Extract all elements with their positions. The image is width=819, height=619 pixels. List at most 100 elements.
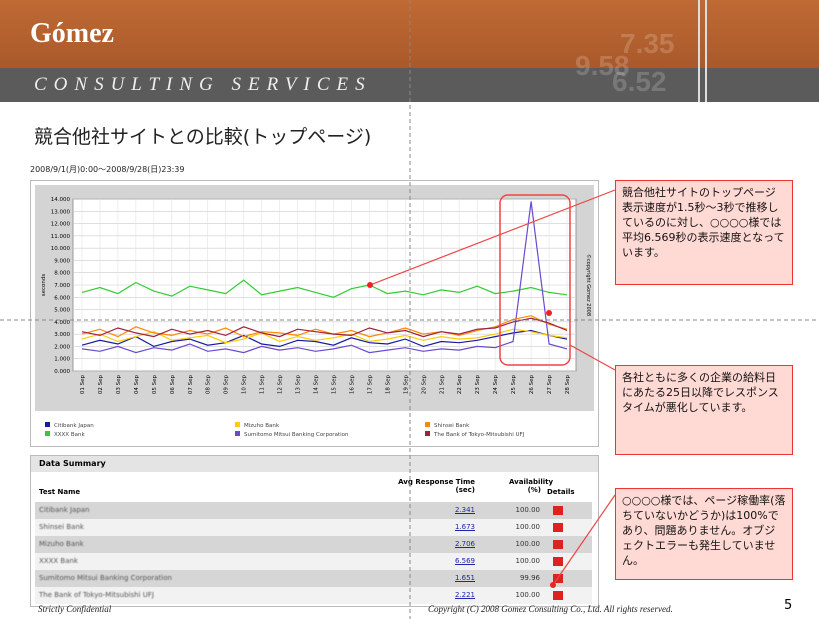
avg-link[interactable]: 2.221 [454, 591, 475, 599]
avg-link[interactable]: 2.341 [454, 506, 475, 514]
x-tick-label: 27 Sep [547, 375, 553, 395]
decor-number: 7.35 [620, 28, 675, 59]
table-row: Sumitomo Mitsui Banking Corporation 1.651… [35, 570, 592, 587]
x-tick-label: 20 Sep [421, 375, 427, 395]
column-header: Test Name [39, 488, 81, 496]
table-row: Shinsei Bank 1.673 100.00 [35, 519, 592, 536]
x-tick-label: 23 Sep [475, 375, 481, 395]
x-tick-label: 05 Sep [152, 375, 158, 395]
y-tick-label: 11.000 [51, 234, 71, 240]
details-icon[interactable] [553, 574, 563, 583]
callout: 競合他社サイトのトップページ表示速度が1.5秒～3秒で推移しているのに対し、○○… [615, 180, 793, 285]
x-tick-label: 12 Sep [278, 375, 284, 395]
y-tick-label: 1.000 [54, 357, 70, 363]
details-icon[interactable] [553, 557, 563, 566]
series-line [81, 328, 568, 344]
avg-link[interactable]: 6.569 [454, 557, 475, 565]
avg-link[interactable]: 1.651 [454, 574, 475, 582]
x-tick-label: 01 Sep [80, 375, 86, 395]
x-tick-label: 08 Sep [206, 375, 212, 395]
x-tick-label: 19 Sep [403, 375, 409, 395]
x-tick-label: 09 Sep [224, 375, 230, 395]
x-tick-label: 07 Sep [188, 375, 194, 395]
y-tick-label: 5.000 [54, 308, 70, 314]
legend-label: Shinsei Bank [434, 423, 470, 429]
table-row: Mizuho Bank 2.706 100.00 [35, 536, 592, 553]
test-name: XXXX Bank [39, 557, 78, 565]
chart-box: 0.000 1.000 2.000 3.000 4.000 5.000 6.000 7.000… [30, 180, 599, 447]
y-tick-label: 13.000 [51, 209, 71, 215]
y-tick-label: 2.000 [54, 344, 70, 350]
x-tick-label: 24 Sep [493, 375, 499, 395]
column-header: Details [547, 488, 575, 496]
availability: 100.00 [515, 557, 541, 565]
legend-label: Mizuho Bank [244, 423, 280, 429]
y-tick-label: 9.000 [54, 258, 70, 264]
footer-right: Copyright (C) 2008 Gomez Consulting Co.,… [428, 604, 673, 614]
test-name: Mizuho Bank [39, 540, 84, 548]
x-tick-label: 18 Sep [385, 375, 391, 395]
page-number: 5 [784, 598, 793, 613]
footer-left: Strictly Confidential [38, 604, 112, 614]
callout: 各社ともに多くの企業の給料日にあたる25日以降でレスポンスタイムが悪化しています… [615, 365, 793, 455]
x-tick-label: 21 Sep [439, 375, 445, 395]
legend-label: Sumitomo Mitsui Banking Corporation [244, 432, 349, 438]
legend-swatch [235, 422, 240, 427]
legend-label: Citibank Japan [54, 423, 94, 429]
tagline: CONSULTING SERVICES [34, 74, 372, 95]
table-row: Citibank Japan 2.341 100.00 [35, 502, 592, 519]
availability: 100.00 [515, 523, 541, 531]
x-tick-label: 15 Sep [331, 375, 337, 395]
x-tick-label: 11 Sep [260, 375, 266, 395]
y-tick-label: 14.000 [51, 197, 71, 203]
y-axis-label: seconds [41, 274, 47, 297]
data-summary: Data Summary Test Name Avg Response Time… [30, 455, 599, 607]
y-tick-label: 12.000 [51, 222, 71, 228]
details-icon[interactable] [553, 591, 563, 600]
y-tick-label: 3.000 [54, 332, 70, 338]
availability: 99.96 [519, 574, 540, 582]
logo: Gómez [30, 18, 114, 49]
y-tick-label: 6.000 [54, 295, 70, 301]
column-header: Avg Response Time (sec) [398, 478, 475, 494]
legend-swatch [45, 431, 50, 436]
x-tick-label: 03 Sep [116, 375, 122, 395]
column-header: Availability (%) [509, 478, 554, 494]
period: 2008/9/1(月)0:00～2008/9/28(日)23:39 [30, 165, 185, 174]
test-name: Sumitomo Mitsui Banking Corporation [39, 574, 172, 582]
x-tick-label: 02 Sep [98, 375, 104, 395]
y-tick-label: 0.000 [54, 369, 70, 375]
x-tick-label: 16 Sep [349, 375, 355, 395]
availability: 100.00 [515, 591, 541, 599]
chart: 0.000 1.000 2.000 3.000 4.000 5.000 6.000 7.000… [35, 185, 594, 438]
y-tick-label: 7.000 [54, 283, 70, 289]
decor-number: 9.58 [575, 50, 630, 81]
test-name: Citibank Japan [39, 506, 90, 514]
test-name: The Bank of Tokyo-Mitsubishi UFJ [39, 591, 154, 599]
header-rule [698, 0, 700, 102]
legend-label: XXXX Bank [54, 432, 85, 438]
test-name: Shinsei Bank [39, 523, 84, 531]
table-row: The Bank of Tokyo-Mitsubishi UFJ 2.221 100… [35, 587, 592, 604]
details-icon[interactable] [553, 523, 563, 532]
legend-swatch [425, 431, 430, 436]
decor-number: 6.52 [612, 66, 667, 97]
avg-link[interactable]: 1.673 [454, 523, 475, 531]
header-bar [0, 0, 819, 68]
x-tick-label: 22 Sep [457, 375, 463, 395]
details-icon[interactable] [553, 540, 563, 549]
series-line [81, 329, 568, 348]
avg-link[interactable]: 2.706 [454, 540, 475, 548]
y-tick-label: 10.000 [51, 246, 71, 252]
availability: 100.00 [515, 506, 541, 514]
x-tick-label: 17 Sep [367, 375, 373, 395]
legend-swatch [425, 422, 430, 427]
slide-title: 競合他社サイトとの比較(トップページ) [34, 126, 372, 148]
legend-swatch [235, 431, 240, 436]
table-row: XXXX Bank 6.569 100.00 [35, 553, 592, 570]
x-tick-label: 14 Sep [314, 375, 320, 395]
details-icon[interactable] [553, 506, 563, 515]
availability: 100.00 [515, 540, 541, 548]
x-tick-label: 28 Sep [565, 375, 571, 395]
